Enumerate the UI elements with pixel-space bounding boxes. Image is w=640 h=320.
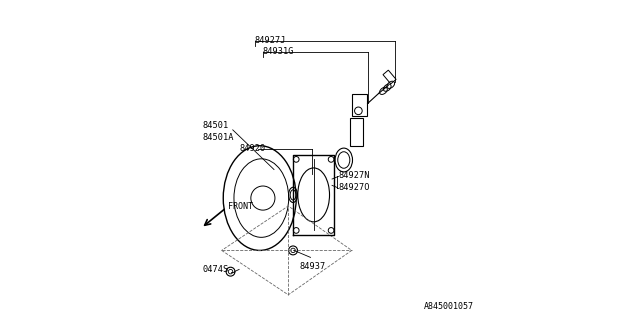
Text: A845001057: A845001057: [424, 302, 474, 311]
Text: 84927O: 84927O: [339, 183, 370, 192]
Text: FRONT: FRONT: [228, 202, 253, 211]
Text: 84927N: 84927N: [339, 172, 370, 180]
Text: 84927J: 84927J: [255, 36, 287, 44]
Text: 84501A: 84501A: [203, 133, 234, 142]
Bar: [383, 70, 396, 84]
Text: 84931G: 84931G: [263, 47, 294, 56]
Text: 84937: 84937: [300, 262, 326, 271]
Bar: [350, 118, 364, 146]
Text: 84920: 84920: [239, 144, 266, 153]
Text: 84501: 84501: [203, 121, 229, 130]
Text: 0474S: 0474S: [203, 265, 229, 274]
Bar: [352, 94, 367, 116]
